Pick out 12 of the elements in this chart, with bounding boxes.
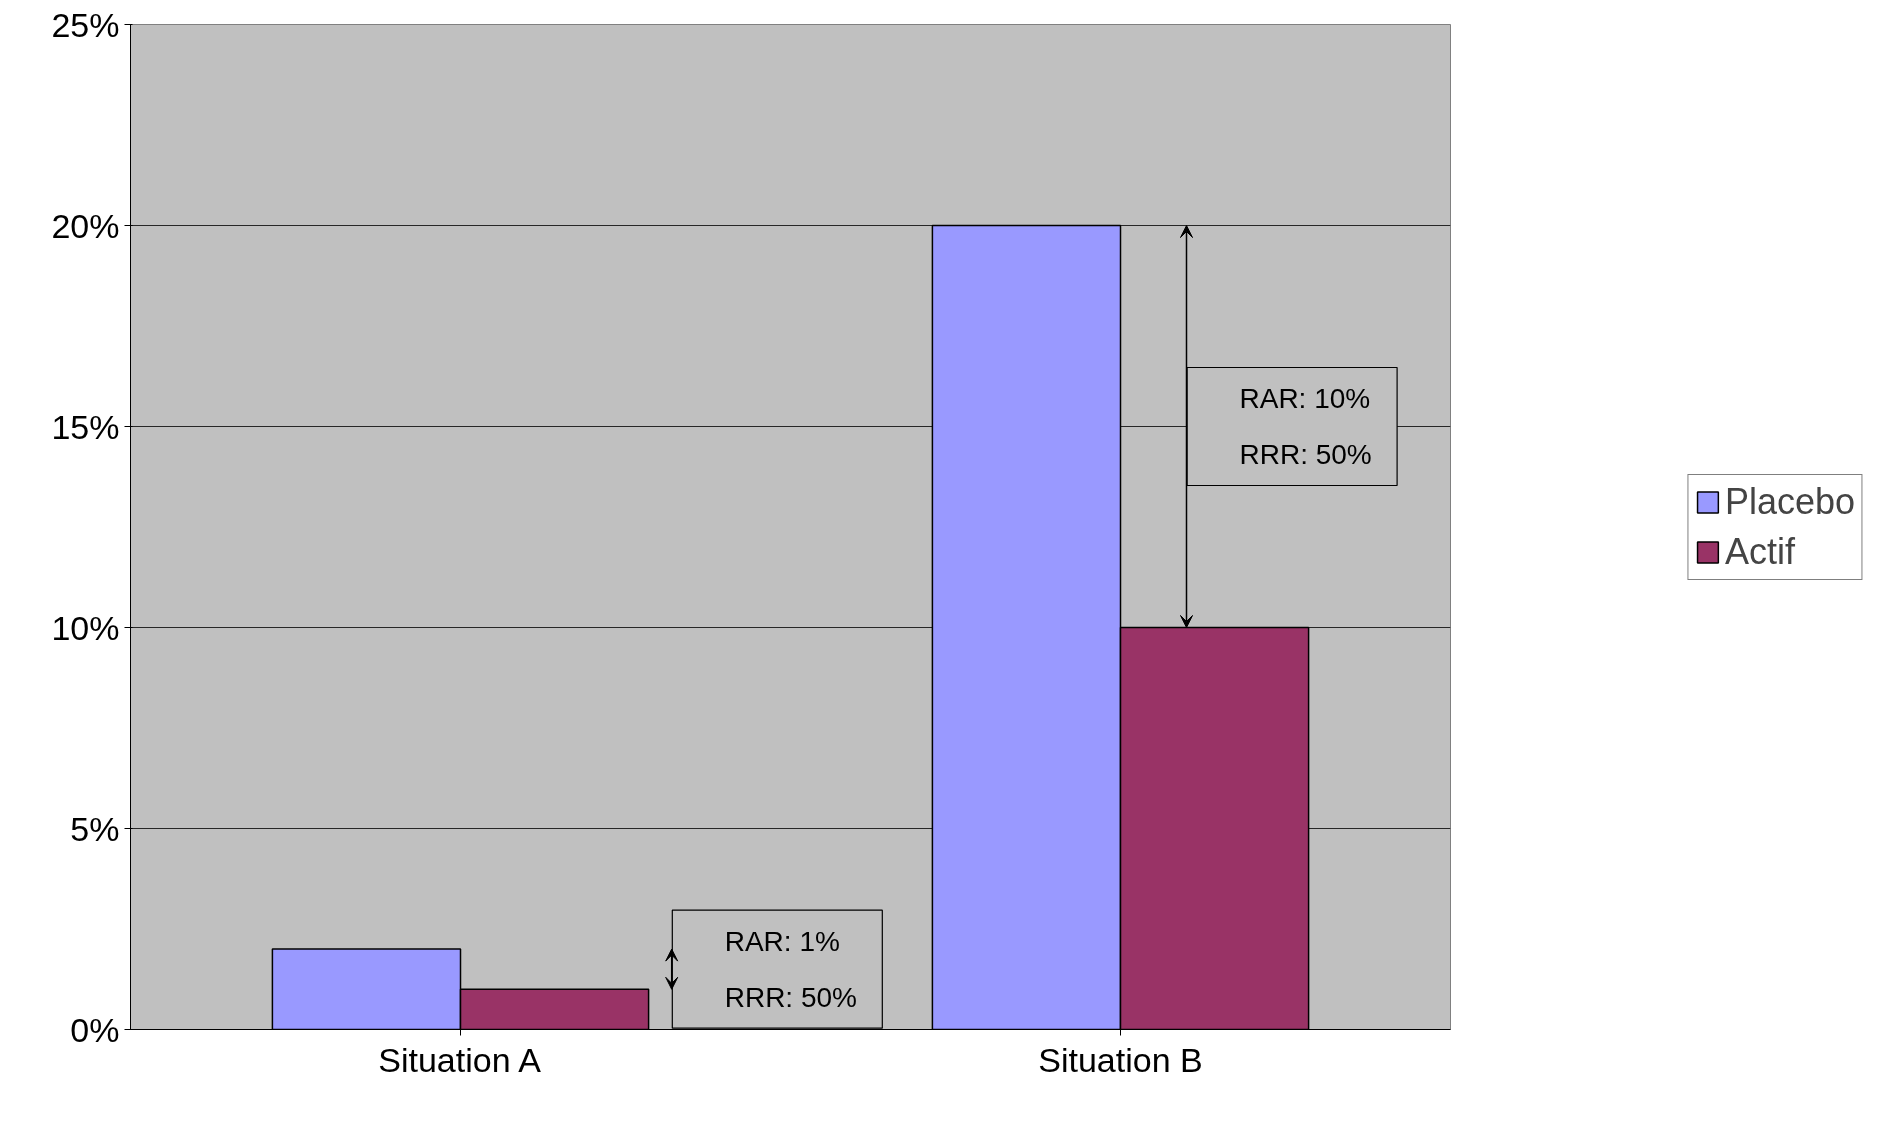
y-tick-label: 20% — [51, 206, 120, 245]
y-tick-label: 15% — [51, 407, 120, 446]
x-tick-label: Situation A — [378, 1040, 542, 1079]
y-tick-label: 10% — [51, 608, 120, 647]
annotation: RAR: 10% RRR: 50% — [1239, 383, 1372, 470]
annotation: RAR: 1% RRR: 50% — [724, 925, 857, 1013]
y-tick-label: 0% — [70, 1010, 120, 1049]
y-tick-label: 5% — [70, 809, 120, 848]
y-tick-label: 25% — [51, 5, 120, 44]
x-tick-label: Situation B — [1038, 1040, 1203, 1079]
legend-label: Actif — [1724, 530, 1795, 573]
legend-label: Placebo — [1724, 480, 1856, 523]
